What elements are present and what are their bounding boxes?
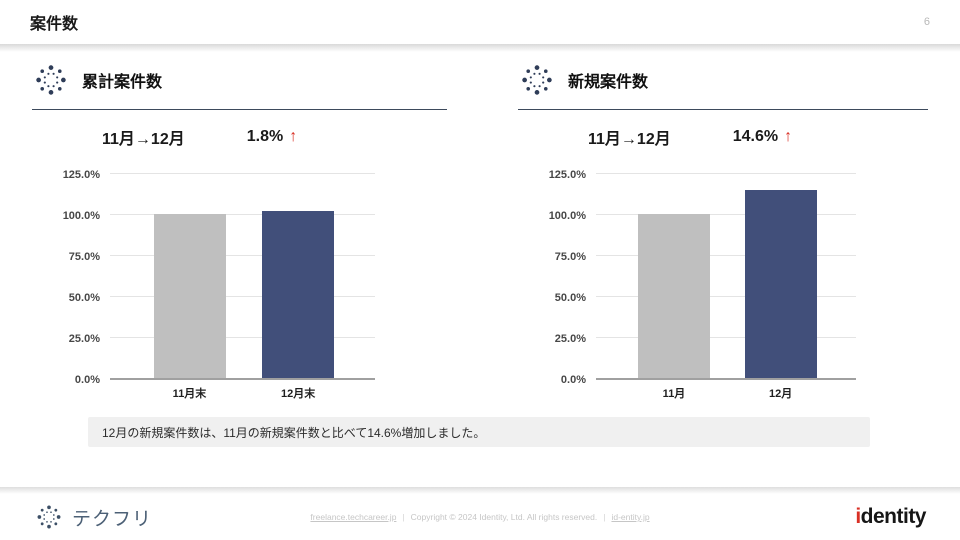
gridline: [110, 337, 375, 338]
x-tick-label: 12月末: [281, 388, 316, 400]
change-summary: 11月→12月 14.6% ↑: [518, 125, 928, 149]
change-value-group: 14.6% ↑: [733, 128, 792, 146]
gridline: [596, 255, 856, 256]
y-tick-label: 25.0%: [554, 333, 586, 345]
x-axis: 11月末 12月末: [110, 380, 375, 402]
bar-11月: [638, 214, 710, 378]
page-title: 案件数: [30, 16, 79, 33]
period-label: 11月→12月: [588, 131, 671, 148]
section-header: 新規案件数: [518, 60, 928, 110]
header-bar: 案件数 6: [0, 0, 960, 44]
footer-copyright: freelance.techcareer.jp | Copyright © 2024…: [310, 512, 649, 522]
section-title: 累計案件数: [82, 73, 163, 91]
techcareer-link[interactable]: freelance.techcareer.jp: [310, 512, 397, 522]
footer-separator: |: [603, 512, 606, 522]
y-tick-label: 25.0%: [68, 333, 100, 345]
x-axis: 11月 12月: [596, 380, 856, 402]
footer-separator: |: [402, 512, 405, 522]
y-tick-label: 100.0%: [62, 210, 100, 222]
footer-divider: [0, 487, 960, 494]
gridline: [110, 214, 375, 215]
bar-12月末: [262, 211, 335, 378]
up-arrow-icon: ↑: [784, 128, 793, 145]
y-tick-label: 125.0%: [548, 169, 586, 181]
dotted-ring-icon: [32, 62, 70, 98]
techcareer-brand-logo: テクフリ: [34, 503, 152, 531]
y-tick-label: 50.0%: [554, 292, 586, 304]
gridline: [596, 173, 856, 174]
brand-name: テクフリ: [72, 508, 153, 530]
plot-area: [110, 173, 375, 380]
y-tick-label: 100.0%: [548, 210, 586, 222]
bar-11月末: [153, 214, 226, 378]
summary-note-text: 12月の新規案件数は、11月の新規案件数と比べて14.6%増加しました。: [102, 425, 486, 440]
gridline: [110, 296, 375, 297]
gridline: [596, 296, 856, 297]
x-tick-label: 11月: [662, 388, 686, 400]
copyright-text: Copyright © 2024 Identity, Ltd. All righ…: [410, 512, 598, 522]
section-title: 新規案件数: [568, 73, 649, 91]
identity-logo: identity: [855, 505, 926, 529]
dotted-ring-icon: [518, 62, 556, 98]
gridline: [596, 214, 856, 215]
bar-chart: 0.0% 25.0% 50.0% 75.0% 100.0% 125.0%: [518, 169, 928, 386]
gridline: [596, 337, 856, 338]
gridline: [110, 255, 375, 256]
header-divider: [0, 44, 960, 52]
y-tick-label: 125.0%: [62, 169, 100, 181]
change-percent: 14.6%: [732, 128, 779, 145]
summary-note: 12月の新規案件数は、11月の新規案件数と比べて14.6%増加しました。: [88, 417, 870, 447]
identity-link[interactable]: id-entity.jp: [611, 512, 650, 522]
change-percent: 1.8%: [246, 128, 284, 145]
x-tick-label: 12月: [768, 388, 793, 400]
y-tick-label: 50.0%: [68, 292, 100, 304]
bar-chart: 0.0% 25.0% 50.0% 75.0% 100.0% 125.0%: [32, 169, 447, 386]
panel-cumulative-projects: 累計案件数 11月→12月 1.8% ↑ 0.0% 25.0% 50.0% 75.0% 1…: [32, 60, 447, 420]
y-tick-label: 0.0%: [560, 374, 586, 386]
x-tick-label: 11月末: [172, 388, 207, 400]
page-number: 6: [923, 16, 930, 28]
y-axis: 0.0% 25.0% 50.0% 75.0% 100.0% 125.0%: [518, 169, 596, 386]
identity-logo-i: i: [855, 505, 861, 528]
up-arrow-icon: ↑: [289, 128, 298, 145]
y-tick-label: 0.0%: [74, 374, 100, 386]
gridline: [110, 173, 375, 174]
period-label: 11月→12月: [102, 131, 185, 148]
y-tick-label: 75.0%: [554, 251, 586, 263]
section-header: 累計案件数: [32, 60, 447, 110]
change-value-group: 1.8% ↑: [247, 128, 297, 146]
y-tick-label: 75.0%: [68, 251, 100, 263]
plot-area: [596, 173, 856, 380]
panel-new-projects: 新規案件数 11月→12月 14.6% ↑ 0.0% 25.0% 50.0% 75.0%…: [518, 60, 928, 420]
footer-bar: テクフリ freelance.techcareer.jp | Copyright ©…: [0, 494, 960, 540]
change-summary: 11月→12月 1.8% ↑: [32, 125, 447, 149]
y-axis: 0.0% 25.0% 50.0% 75.0% 100.0% 125.0%: [32, 169, 110, 386]
identity-logo-rest: dentity: [860, 505, 927, 528]
dotted-ring-icon: [34, 503, 64, 531]
bar-12月: [744, 190, 817, 378]
